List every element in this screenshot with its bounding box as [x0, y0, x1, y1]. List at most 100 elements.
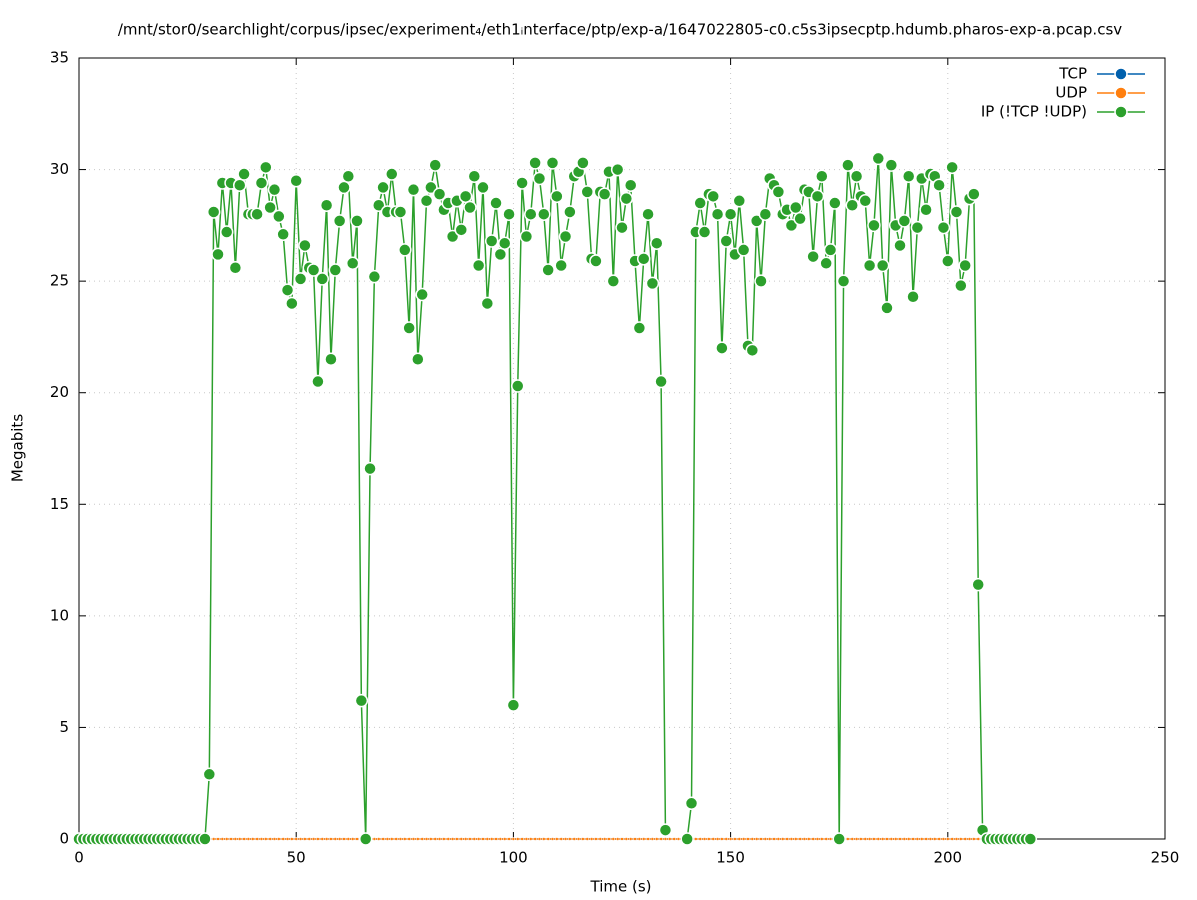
- data-point: [859, 837, 863, 841]
- data-point: [919, 202, 933, 217]
- data-point: [589, 254, 603, 268]
- data-point: [901, 169, 916, 184]
- data-point: [610, 162, 625, 177]
- data-point: [824, 837, 828, 841]
- data-point: [532, 171, 547, 186]
- data-point: [750, 837, 755, 841]
- data-point: [710, 207, 725, 221]
- data-point: [598, 837, 603, 841]
- data-point: [554, 258, 568, 273]
- data-point: [933, 837, 937, 841]
- data-point: [849, 169, 864, 184]
- data-point: [463, 837, 468, 841]
- data-point: [806, 249, 820, 264]
- data-point: [267, 182, 282, 197]
- data-point: [663, 837, 668, 841]
- data-point: [537, 837, 542, 841]
- data-point: [259, 160, 273, 175]
- data-point: [863, 837, 868, 841]
- data-point: [559, 837, 563, 841]
- data-point: [476, 180, 490, 195]
- data-point: [846, 837, 850, 841]
- data-point: [333, 837, 338, 841]
- data-point: [706, 189, 720, 204]
- data-point: [402, 321, 416, 335]
- data-point: [858, 194, 873, 208]
- data-point: [880, 301, 894, 315]
- data-point: [455, 837, 459, 841]
- data-point: [345, 256, 360, 271]
- data-point: [658, 823, 673, 837]
- data-point: [437, 837, 442, 841]
- data-point: [785, 837, 789, 841]
- legend-marker: [1114, 86, 1128, 100]
- data-point: [719, 234, 734, 248]
- data-point: [880, 837, 885, 841]
- data-point: [563, 205, 577, 219]
- x-tick-label: 50: [287, 849, 306, 867]
- data-point: [655, 837, 659, 841]
- data-point: [763, 837, 768, 841]
- data-point: [637, 837, 642, 841]
- data-point: [889, 837, 894, 841]
- data-point: [607, 837, 611, 841]
- data-point: [698, 837, 702, 841]
- data-point: [529, 837, 533, 841]
- data-point: [337, 837, 342, 841]
- x-tick-label: 250: [1151, 849, 1180, 867]
- legend-label: IP (!TCP !UDP): [981, 103, 1087, 121]
- data-point: [659, 837, 663, 841]
- data-point: [646, 837, 650, 841]
- data-point: [641, 837, 646, 841]
- data-point: [328, 263, 343, 277]
- data-point: [749, 214, 764, 228]
- data-point: [277, 837, 281, 841]
- data-point: [367, 269, 382, 284]
- data-point: [754, 274, 768, 288]
- data-point: [946, 837, 950, 841]
- data-point: [298, 837, 303, 841]
- data-point: [572, 837, 576, 841]
- data-point: [784, 218, 799, 233]
- data-point: [324, 352, 338, 366]
- data-point: [246, 837, 251, 841]
- data-point: [459, 837, 464, 841]
- data-point: [198, 832, 212, 846]
- x-tick-label: 0: [74, 849, 84, 867]
- data-point: [468, 837, 472, 841]
- data-point: [337, 180, 351, 195]
- data-point: [216, 837, 220, 841]
- data-point: [780, 837, 785, 841]
- data-point: [893, 837, 898, 841]
- data-point: [458, 189, 473, 204]
- data-point: [211, 247, 225, 262]
- data-point: [832, 832, 846, 846]
- data-point: [911, 837, 915, 841]
- data-point: [442, 837, 446, 841]
- data-point: [546, 837, 550, 841]
- data-point: [481, 837, 485, 841]
- data-point: [684, 796, 699, 811]
- data-point: [724, 837, 729, 841]
- data-point: [419, 194, 434, 208]
- data-point: [585, 837, 589, 841]
- data-point: [446, 837, 450, 841]
- data-point: [723, 207, 738, 221]
- data-point: [472, 837, 477, 841]
- data-point: [385, 167, 399, 181]
- data-point: [429, 837, 433, 841]
- data-point: [541, 263, 555, 277]
- data-point: [232, 178, 247, 192]
- data-point: [611, 837, 616, 841]
- data-point: [381, 837, 385, 841]
- data-point: [206, 205, 221, 219]
- data-point: [615, 220, 629, 235]
- data-point: [594, 837, 598, 841]
- data-point: [850, 837, 854, 841]
- data-point: [945, 160, 959, 175]
- data-point: [515, 176, 529, 190]
- data-point: [507, 837, 511, 841]
- data-point: [680, 832, 694, 846]
- data-point: [906, 837, 911, 841]
